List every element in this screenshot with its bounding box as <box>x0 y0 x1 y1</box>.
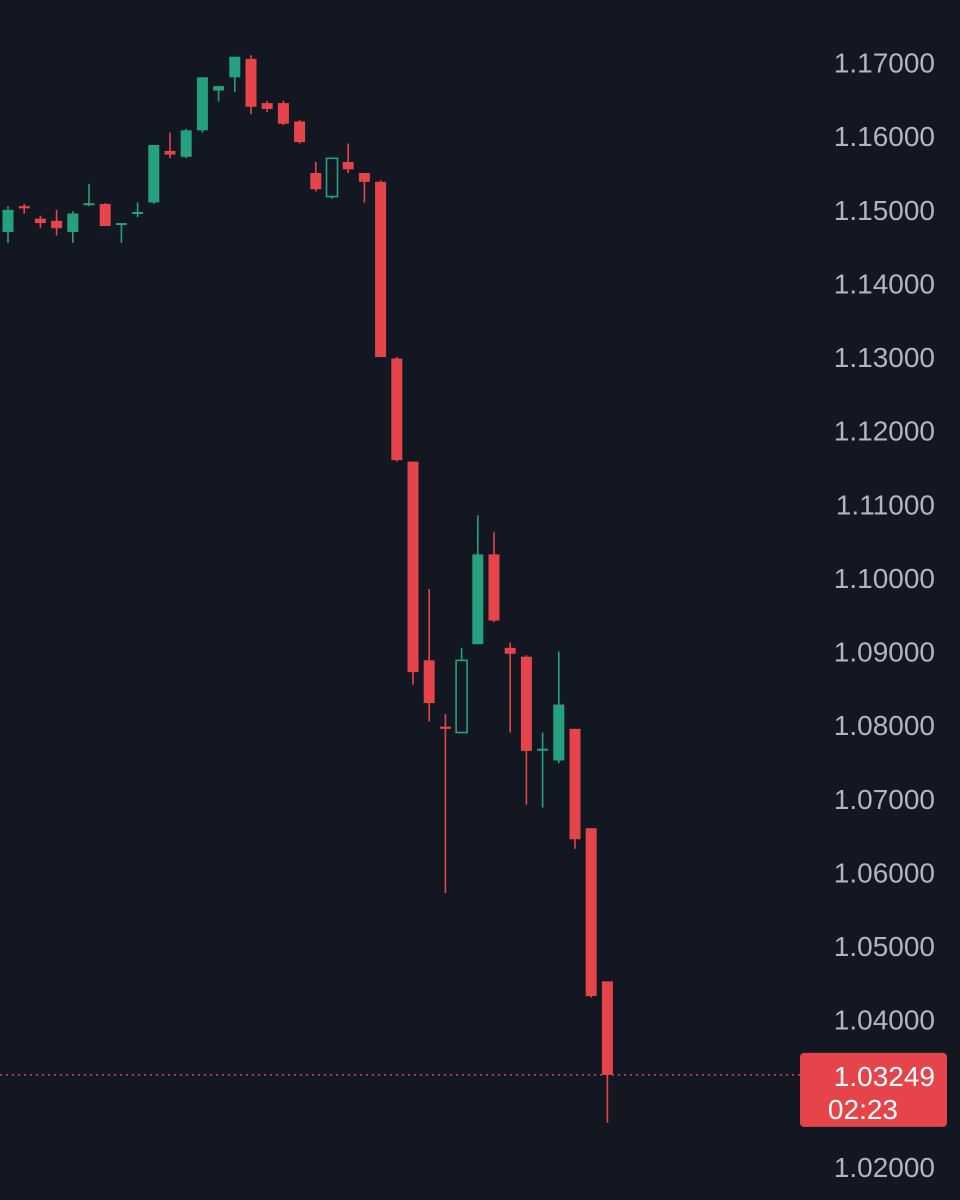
candle-body <box>132 212 144 215</box>
candle <box>245 55 257 115</box>
price-tick-label: 1.10000 <box>834 563 935 594</box>
candle-body <box>196 77 208 131</box>
candle-body <box>423 660 435 704</box>
candle <box>585 828 597 998</box>
candle-body <box>375 181 387 358</box>
candle-body <box>245 58 257 107</box>
candle-body <box>67 213 79 232</box>
price-tick-label: 1.06000 <box>834 857 935 888</box>
candle-body <box>18 206 30 209</box>
candle-body <box>391 358 403 461</box>
candle <box>553 651 565 764</box>
candle <box>310 161 322 192</box>
candle <box>213 86 225 102</box>
candle-body <box>342 161 354 170</box>
candle <box>2 206 14 243</box>
candle <box>67 211 79 243</box>
candle <box>472 515 484 645</box>
candle <box>277 100 289 126</box>
candle <box>325 157 339 199</box>
candle-body <box>229 56 241 78</box>
candle <box>520 655 532 805</box>
candle-body <box>2 209 14 232</box>
candle-body <box>148 145 160 203</box>
candle <box>115 223 127 243</box>
candle-body <box>99 203 111 227</box>
candle <box>132 202 144 218</box>
price-tick-label: 1.17000 <box>834 48 935 79</box>
candle-body <box>601 981 613 1075</box>
price-tag-countdown: 02:23 <box>828 1094 898 1125</box>
price-tick-label: 1.16000 <box>834 121 935 152</box>
candle <box>569 728 581 849</box>
candle-body <box>585 828 597 997</box>
candle-body <box>83 203 95 206</box>
candle <box>18 203 30 214</box>
candle-body <box>488 554 500 621</box>
candle <box>34 215 46 229</box>
candle-body <box>537 748 549 751</box>
price-axis[interactable]: 1.02000 1.04000 1.05000 1.06000 1.07000 1.080… <box>834 48 935 1183</box>
candle <box>196 77 208 133</box>
candle <box>229 56 241 93</box>
candle <box>407 461 419 685</box>
price-tick-label: 1.12000 <box>834 416 935 447</box>
candle <box>294 120 306 144</box>
candle <box>601 981 613 1123</box>
candle <box>99 203 111 227</box>
candle <box>164 132 176 159</box>
candle <box>391 357 403 462</box>
price-tick-label: 1.14000 <box>834 268 935 299</box>
candle-body <box>310 173 322 190</box>
price-tag-price: 1.03249 <box>834 1061 935 1092</box>
candle-body <box>115 223 127 226</box>
price-tag-background <box>800 1052 947 1127</box>
candle <box>488 532 500 623</box>
price-tick-label: 1.11000 <box>836 489 935 520</box>
candle-body <box>180 130 192 157</box>
price-tick-label: 1.07000 <box>834 784 935 815</box>
candle-body <box>294 121 306 143</box>
candle-body <box>553 704 565 761</box>
candle <box>537 732 549 808</box>
candle-body <box>455 659 468 734</box>
price-tick-label: 1.02000 <box>834 1152 935 1183</box>
candle <box>455 647 468 734</box>
candle-body <box>277 103 289 124</box>
price-tick-label: 1.15000 <box>834 195 935 226</box>
candle-body <box>34 218 46 224</box>
price-tick-label: 1.13000 <box>834 342 935 373</box>
candle-body <box>472 554 484 645</box>
candle-body <box>439 726 451 729</box>
candle <box>504 642 516 733</box>
price-tag: 1.03249 02:23 <box>800 1052 947 1127</box>
candle <box>148 145 160 204</box>
candle-body <box>325 157 339 198</box>
candle <box>261 100 273 112</box>
candle-body <box>520 656 532 751</box>
price-tick-label: 1.04000 <box>834 1005 935 1036</box>
candle-body <box>51 220 63 229</box>
price-tick-label: 1.09000 <box>834 637 935 668</box>
candle-body <box>504 647 516 654</box>
candle <box>439 714 451 894</box>
price-tick-label: 1.05000 <box>834 931 935 962</box>
candle-body <box>261 103 273 109</box>
candle-body <box>164 150 176 155</box>
candles-layer <box>2 55 613 1123</box>
candle <box>83 184 95 207</box>
candle <box>51 209 63 236</box>
candle <box>342 143 354 174</box>
candle-body <box>569 728 581 840</box>
candle-body <box>358 173 370 182</box>
price-tick-label: 1.08000 <box>834 710 935 741</box>
candle <box>423 588 435 722</box>
candle <box>358 173 370 203</box>
candle-body <box>407 461 419 673</box>
candle <box>375 180 387 358</box>
candle <box>180 128 192 159</box>
candle-body <box>213 86 225 91</box>
